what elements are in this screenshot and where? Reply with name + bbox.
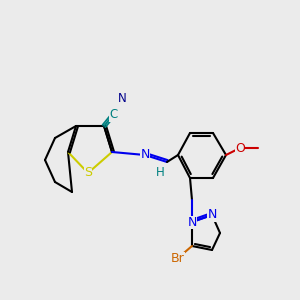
Text: O: O: [235, 142, 245, 154]
Text: H: H: [156, 166, 164, 178]
Text: N: N: [118, 92, 126, 104]
Text: S: S: [84, 167, 92, 179]
Text: N: N: [207, 208, 217, 221]
Text: N: N: [187, 215, 197, 229]
Text: Br: Br: [171, 251, 185, 265]
Text: N: N: [140, 148, 150, 161]
Text: C: C: [109, 109, 117, 122]
